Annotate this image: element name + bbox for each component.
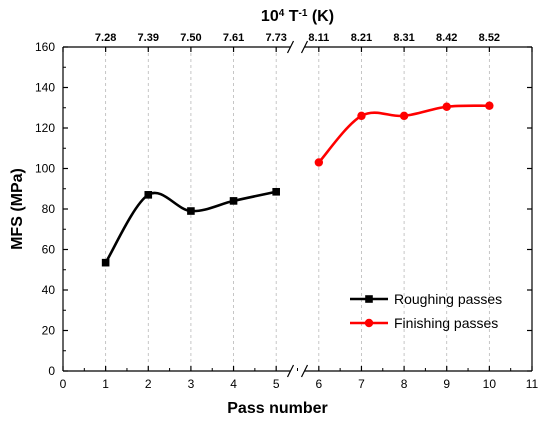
legend-label: Finishing passes	[394, 315, 498, 331]
legend-marker	[365, 295, 373, 303]
top-tick-label: 8.52	[479, 32, 500, 44]
x-tick-label: 8	[401, 377, 408, 391]
top-axis-unit: (K)	[307, 8, 334, 25]
y-tick-label: 60	[42, 243, 56, 257]
x-tick-label: 10	[483, 377, 497, 391]
top-tick-label: 8.11	[308, 32, 329, 44]
data-point	[187, 207, 195, 215]
top-axis-sup2: -1	[299, 8, 308, 19]
top-axis-base: 10	[261, 8, 279, 25]
x-tick-label: 3	[188, 377, 195, 391]
y-tick-label: 140	[35, 81, 55, 95]
y-tick-label: 160	[35, 40, 55, 54]
y-tick-label: 20	[42, 324, 56, 338]
y-axis-title: MFS (MPa)	[9, 168, 26, 250]
top-axis-mid: T	[284, 8, 298, 25]
x-axis-title: Pass number	[227, 400, 327, 417]
data-point	[314, 158, 324, 167]
axis-break-top	[300, 40, 309, 54]
legend: Roughing passes Finishing passes	[350, 291, 502, 331]
data-point	[485, 101, 494, 110]
y-tick-label: 100	[35, 162, 55, 176]
x-tick-label: 2	[145, 377, 152, 391]
data-point	[101, 258, 110, 267]
top-axis-sup1: 4	[279, 8, 285, 19]
legend-item-finishing: Finishing passes	[350, 315, 498, 331]
axis-break-top	[286, 40, 295, 54]
grid-layer	[105, 47, 490, 371]
data-point	[144, 191, 153, 199]
axis-break-bottom	[286, 364, 295, 378]
x-tick-label: 4	[230, 377, 237, 391]
data-point	[357, 111, 366, 121]
legend-item-roughing: Roughing passes	[350, 291, 502, 307]
top-tick-label: 8.42	[436, 32, 457, 44]
y-tick-label: 80	[42, 202, 56, 216]
series-finishing	[314, 101, 494, 167]
top-tick-label: 7.61	[223, 32, 244, 44]
axis-break-bottom	[300, 364, 309, 378]
data-point	[442, 102, 451, 111]
x-tick-label: 7	[358, 377, 365, 391]
series-roughing	[101, 187, 280, 267]
top-tick-label: 7.73	[265, 32, 286, 44]
x-tick-label: 6	[315, 377, 322, 391]
top-tick-label: 8.21	[351, 32, 372, 44]
top-axis-title: 104 T-1 (K)	[261, 8, 334, 26]
x-tick-label: 9	[443, 377, 450, 391]
data-point	[399, 111, 409, 121]
top-tick-label: 7.28	[95, 32, 116, 44]
x-tick-label: 11	[526, 377, 539, 391]
y-tick-label: 40	[42, 283, 56, 297]
y-tick-label: 120	[35, 121, 55, 135]
series-layer	[101, 101, 494, 267]
legend-label: Roughing passes	[394, 291, 502, 307]
top-tick-label: 7.39	[138, 32, 159, 44]
top-tick-label: 7.50	[180, 32, 201, 44]
y-tick-label: 0	[48, 364, 55, 378]
top-tick-label: 8.31	[393, 32, 414, 44]
data-point	[272, 187, 280, 196]
ticks-layer: 0 1 2 3 4 5 6 7 8 9 10 11 0 20 40 60 80 100 120 140 160 7.28 7…	[35, 32, 539, 391]
data-point	[229, 197, 238, 205]
x-tick-label: 5	[273, 377, 280, 391]
x-tick-label: 0	[60, 377, 67, 391]
x-tick-label: 1	[102, 377, 109, 391]
legend-marker	[364, 318, 374, 328]
